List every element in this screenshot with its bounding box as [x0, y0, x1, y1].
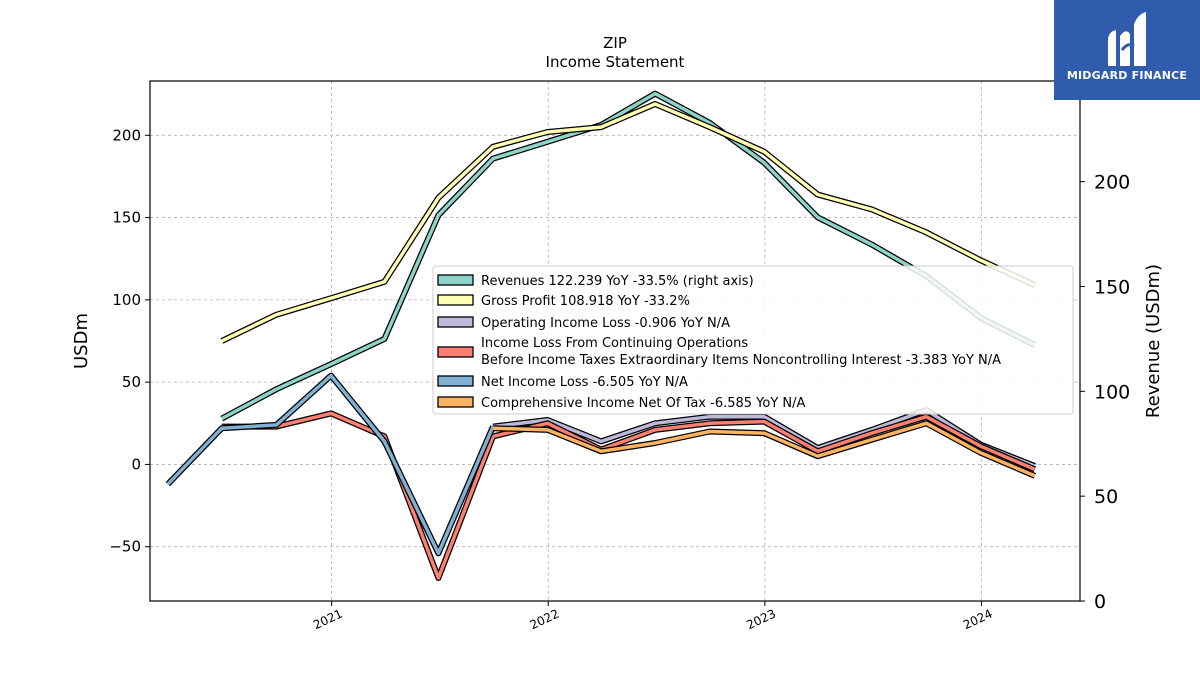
legend-swatch [437, 274, 474, 286]
legend-swatch [437, 316, 474, 328]
y-tick-label-left: 150 [112, 209, 141, 227]
legend-swatch [437, 375, 474, 387]
legend-box [432, 265, 1074, 415]
logo-icon [1108, 12, 1146, 66]
legend-label: Operating Income Loss -0.906 YoY N/A [481, 316, 730, 331]
legend-swatch [437, 294, 474, 306]
y-tick-label-right: 200 [1094, 172, 1130, 194]
x-tick-label: 2024 [961, 607, 995, 633]
y-tick-label-left: 50 [122, 373, 141, 391]
x-tick-label: 2023 [744, 607, 778, 633]
legend-label: Revenues 122.239 YoY -33.5% (right axis) [481, 274, 754, 289]
series-line-3 [492, 408, 1036, 468]
x-tick-label: 2021 [311, 607, 345, 633]
legend-swatch [437, 396, 474, 408]
series-line-5 [166, 373, 495, 556]
series-line-6 [492, 421, 1036, 478]
y-tick-label-left: 100 [112, 291, 141, 309]
y-tick-label-right: 0 [1094, 591, 1106, 613]
legend: Revenues 122.239 YoY -33.5% (right axis)… [432, 265, 1074, 415]
series-line-2 [221, 102, 1036, 343]
y-axis-label-right: Revenue (USDm) [1143, 264, 1164, 418]
y-tick-label-right: 50 [1094, 486, 1118, 508]
legend-label: Net Income Loss -6.505 YoY N/A [481, 375, 688, 390]
chart-subtitle: Income Statement [546, 53, 685, 71]
x-tick-label: 2022 [528, 607, 562, 633]
legend-label: Comprehensive Income Net Of Tax -6.585 Y… [481, 396, 806, 411]
legend-label: Income Loss From Continuing Operations [481, 336, 748, 351]
plot-frame [149, 80, 1081, 602]
logo-brand-text: MIDGARD FINANCE [1066, 69, 1188, 82]
midgard-finance-logo: MIDGARD FINANCE [1054, 0, 1200, 100]
chart-title: ZIP [603, 34, 627, 52]
y-tick-label-left: −50 [109, 538, 141, 556]
series-line-4 [221, 411, 1036, 580]
y-axis-label-left: USDm [71, 313, 92, 369]
series-lines [165, 90, 1037, 581]
y-tick-label-right: 100 [1094, 381, 1130, 403]
legend-label: Before Income Taxes Extraordinary Items … [481, 353, 1001, 368]
series-line-1 [220, 91, 1036, 421]
legend-label: Gross Profit 108.918 YoY -33.2% [481, 294, 690, 309]
y-tick-label-left: 200 [112, 126, 141, 144]
y-tick-label-left: 0 [131, 455, 141, 473]
legend-swatch [437, 346, 474, 358]
y-tick-label-right: 150 [1094, 276, 1130, 298]
